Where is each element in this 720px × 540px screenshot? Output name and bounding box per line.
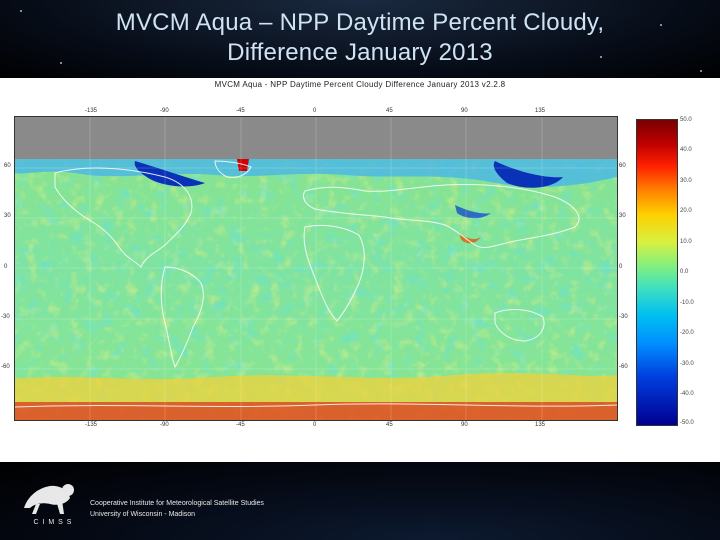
star-decoration bbox=[700, 70, 702, 72]
tick-bottom-lon: -135 bbox=[85, 422, 98, 428]
university-name: University of Wisconsin - Madison bbox=[90, 511, 196, 518]
title-line-2: Difference January 2013 bbox=[227, 39, 493, 66]
tick-left-lat: 30 bbox=[4, 213, 11, 219]
star-decoration bbox=[20, 10, 22, 12]
tick-top-lon: -45 bbox=[236, 108, 245, 114]
cimss-logo: C I M S S bbox=[20, 474, 86, 526]
tick-bottom-lon: 45 bbox=[386, 422, 393, 428]
colorbar bbox=[636, 119, 678, 426]
tick-left-lat: -30 bbox=[1, 314, 10, 320]
no-data-region bbox=[15, 117, 617, 159]
tick-right-lat: -60 bbox=[619, 364, 628, 370]
tick-bottom-lon: -90 bbox=[160, 422, 169, 428]
colorbar-label: 50.0 bbox=[680, 117, 692, 123]
tick-top-lon: 0 bbox=[313, 108, 317, 114]
star-decoration bbox=[60, 62, 62, 64]
institute-text: Cooperative Institute for Meteorological… bbox=[90, 498, 264, 520]
coastline-eurasia bbox=[302, 184, 580, 248]
colorbar-label: 30.0 bbox=[680, 178, 692, 184]
negative-anomaly-canada bbox=[134, 161, 205, 187]
cimss-logo-graphic: C I M S S bbox=[24, 484, 74, 526]
logo-text: C I M S S bbox=[34, 519, 73, 526]
colorbar-label: 40.0 bbox=[680, 147, 692, 153]
colorbar-label: -10.0 bbox=[680, 300, 694, 306]
institute-name: Cooperative Institute for Meteorological… bbox=[90, 500, 264, 507]
tick-bottom-lon: 135 bbox=[535, 422, 546, 428]
coastlines bbox=[15, 160, 617, 408]
slide-title: MVCM Aqua – NPP Daytime Percent Cloudy, … bbox=[0, 8, 720, 68]
tick-bottom-lon: 0 bbox=[313, 422, 317, 428]
negative-band-north bbox=[15, 159, 617, 187]
title-band bbox=[0, 0, 720, 78]
tick-left-lat: 0 bbox=[4, 264, 8, 270]
coastline-north-america bbox=[54, 167, 193, 268]
tick-top-lon: 45 bbox=[386, 108, 393, 114]
tick-bottom-lon: 90 bbox=[461, 422, 468, 428]
tick-bottom-lon: -45 bbox=[236, 422, 245, 428]
positive-band-south bbox=[15, 373, 617, 402]
tick-left-lat: -60 bbox=[1, 364, 10, 370]
tick-top-lon: 90 bbox=[461, 108, 468, 114]
colorbar-label: 10.0 bbox=[680, 239, 692, 245]
tick-top-lon: -135 bbox=[85, 108, 98, 114]
graticule bbox=[15, 117, 617, 420]
title-line-1: MVCM Aqua – NPP Daytime Percent Cloudy, bbox=[115, 9, 605, 36]
coastline-australia bbox=[494, 309, 545, 342]
footer-band bbox=[0, 462, 720, 540]
star-decoration bbox=[660, 24, 662, 26]
tick-right-lat: 30 bbox=[619, 213, 626, 219]
negative-anomaly-siberia bbox=[493, 161, 563, 188]
coastline-africa bbox=[303, 224, 365, 322]
world-map bbox=[14, 116, 618, 421]
colorbar-label: -30.0 bbox=[680, 361, 694, 367]
star-decoration bbox=[600, 56, 602, 58]
tick-top-lon: -90 bbox=[160, 108, 169, 114]
tick-right-lat: 60 bbox=[619, 163, 626, 169]
tick-right-lat: -30 bbox=[619, 314, 628, 320]
figure-subtitle: MVCM Aqua - NPP Daytime Percent Cloudy D… bbox=[214, 80, 506, 89]
colorbar-label: -20.0 bbox=[680, 330, 694, 336]
colorbar-label: -50.0 bbox=[680, 420, 694, 426]
positive-anomaly-greenland bbox=[237, 159, 249, 171]
coastline-antarctica bbox=[15, 403, 617, 408]
colorbar-label: 0.0 bbox=[680, 269, 689, 275]
negative-anomaly-asia bbox=[455, 205, 491, 219]
tick-right-lat: 0 bbox=[619, 264, 623, 270]
positive-anomaly-india bbox=[459, 233, 481, 244]
coastline-greenland bbox=[214, 160, 252, 178]
map-svg bbox=[15, 117, 617, 420]
tick-top-lon: 135 bbox=[535, 108, 546, 114]
colorbar-label: 20.0 bbox=[680, 208, 692, 214]
tick-left-lat: 60 bbox=[4, 163, 11, 169]
coastline-south-america bbox=[160, 266, 204, 369]
colorbar-label: -40.0 bbox=[680, 391, 694, 397]
